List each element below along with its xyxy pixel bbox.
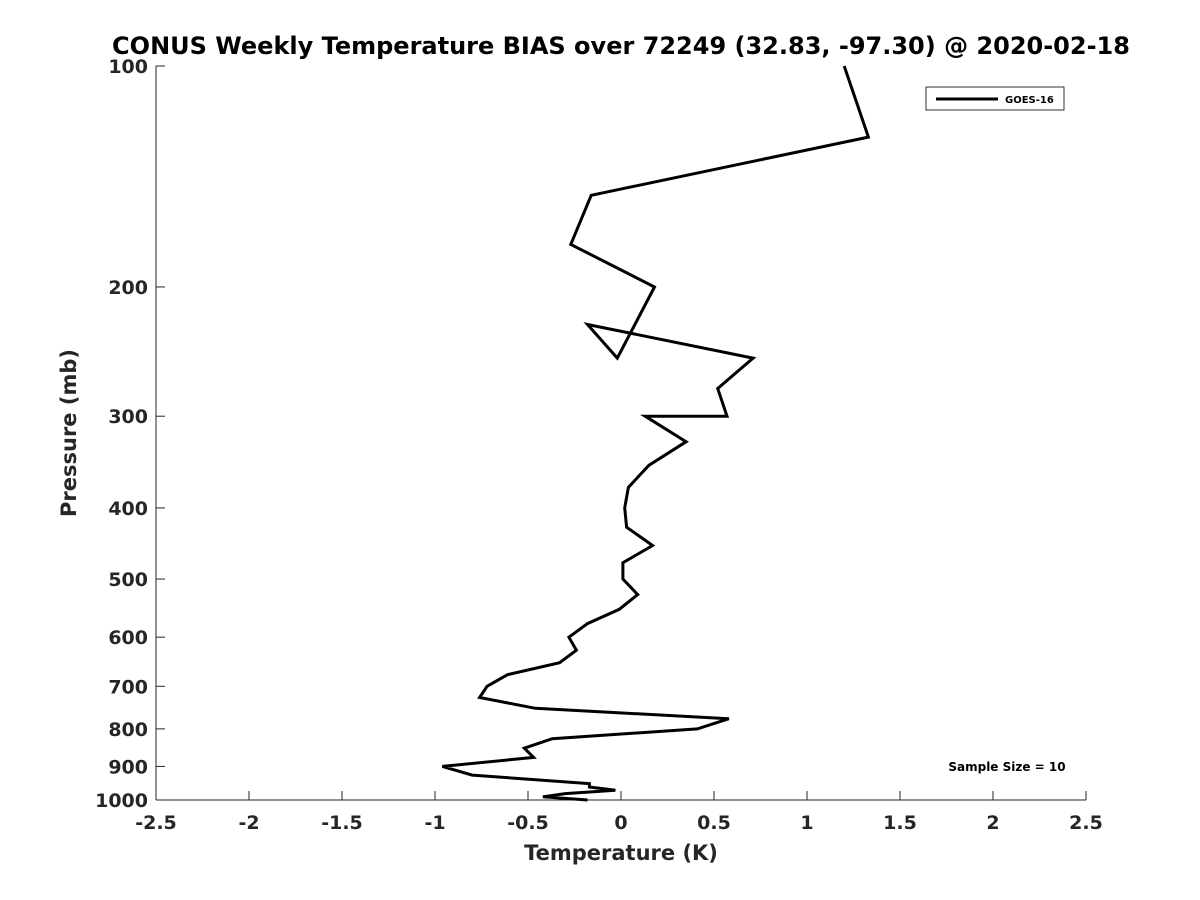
- y-axis-label: Pressure (mb): [57, 349, 81, 517]
- y-tick-label: 300: [108, 406, 148, 428]
- series-line-goes-16: [441, 65, 871, 802]
- x-axis-label: Temperature (K): [524, 841, 718, 865]
- y-tick-label: 500: [108, 569, 148, 591]
- x-tick-label: 2.5: [1069, 812, 1103, 834]
- y-tick-label: 100: [108, 56, 148, 78]
- x-axis-ticks: -2.5 -2 -1.5 -1 -0.5 0 0.5 1 1.5 2 2.5: [135, 791, 1103, 834]
- x-tick-label: 0: [614, 812, 627, 834]
- x-tick-label: -0.5: [507, 812, 549, 834]
- sample-size-annotation: Sample Size = 10: [948, 760, 1065, 774]
- y-axis-ticks: 100 200 300 400 500 600 700 800 900 1000: [95, 56, 165, 812]
- x-tick-label: -2: [238, 812, 259, 834]
- y-tick-label: 900: [108, 756, 148, 778]
- x-tick-label: 2: [986, 812, 999, 834]
- chart-title: CONUS Weekly Temperature BIAS over 72249…: [112, 32, 1130, 60]
- legend: GOES-16: [925, 86, 1065, 111]
- y-tick-label: 800: [108, 719, 148, 741]
- y-tick-label: 600: [108, 627, 148, 649]
- y-tick-label: 1000: [95, 790, 148, 812]
- x-tick-label: 1.5: [883, 812, 917, 834]
- x-tick-label: 1: [800, 812, 813, 834]
- y-tick-label: 400: [108, 498, 148, 520]
- legend-entry-goes-16: GOES-16: [1005, 95, 1054, 106]
- x-tick-label: -1: [424, 812, 445, 834]
- y-tick-label: 700: [108, 676, 148, 698]
- series-layer: [441, 65, 871, 802]
- x-tick-label: -2.5: [135, 812, 177, 834]
- y-tick-label: 200: [108, 277, 148, 299]
- x-tick-label: 0.5: [697, 812, 731, 834]
- x-tick-label: -1.5: [321, 812, 363, 834]
